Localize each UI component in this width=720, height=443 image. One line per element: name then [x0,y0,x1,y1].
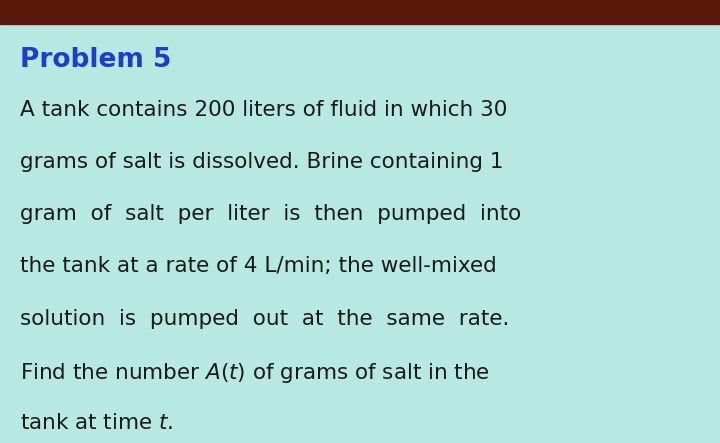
Text: Find the number $A(t)$ of grams of salt in the: Find the number $A(t)$ of grams of salt … [20,361,490,385]
Text: solution  is  pumped  out  at  the  same  rate.: solution is pumped out at the same rate. [20,309,510,329]
Text: gram  of  salt  per  liter  is  then  pumped  into: gram of salt per liter is then pumped in… [20,204,521,224]
Text: grams of salt is dissolved. Brine containing 1: grams of salt is dissolved. Brine contai… [20,152,504,172]
Text: Problem 5: Problem 5 [20,47,171,73]
Text: tank at time $t$.: tank at time $t$. [20,413,174,433]
Text: A tank contains 200 liters of fluid in which 30: A tank contains 200 liters of fluid in w… [20,100,508,120]
Text: the tank at a rate of 4 L/min; the well-mixed: the tank at a rate of 4 L/min; the well-… [20,256,497,276]
Bar [0,0,720,24]
